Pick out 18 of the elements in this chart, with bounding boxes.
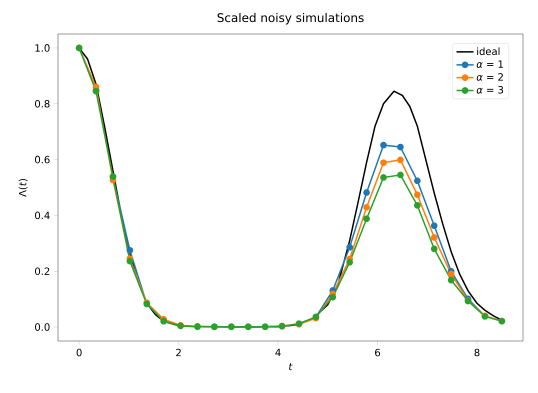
y-tick-label: 1.0	[35, 44, 50, 52]
legend-label: ideal	[477, 47, 500, 56]
x-tick-label: 8	[474, 348, 480, 356]
y-tick-label: 0.8	[35, 100, 50, 108]
legend-label: α = 2	[476, 73, 503, 81]
y-tick-label: 0.0	[35, 323, 50, 331]
y-tick-label: 0.4	[35, 212, 50, 220]
x-tick-label: 2	[176, 348, 181, 356]
y-tick-label: 0.6	[35, 156, 50, 164]
x-axis-title: t	[289, 363, 293, 370]
y-tick-label: 0.2	[35, 267, 50, 275]
legend-label: α = 3	[476, 86, 504, 94]
x-tick-label: 6	[375, 348, 380, 356]
x-tick-label: 0	[76, 348, 82, 356]
legend-label: α = 1	[476, 60, 503, 68]
x-tick-label: 4	[275, 348, 281, 356]
chart-title: Scaled noisy simulations	[218, 12, 364, 24]
y-axis-title: Λ(t)	[18, 178, 28, 197]
